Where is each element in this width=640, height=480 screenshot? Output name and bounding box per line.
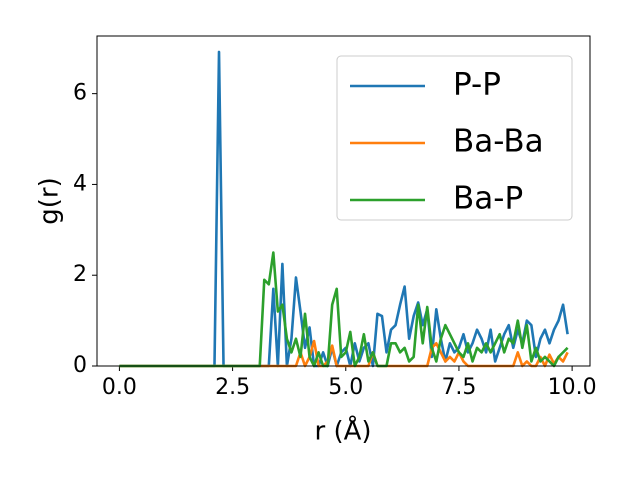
y-tick-label: 2 — [73, 262, 87, 287]
x-axis-label: r (Å) — [314, 415, 371, 447]
legend-label: P-P — [453, 67, 501, 103]
legend-box — [336, 55, 573, 221]
plot-frame — [96, 35, 591, 367]
y-tick-label: 6 — [73, 81, 87, 106]
x-tick-label: 0.0 — [102, 375, 137, 400]
x-tick-label: 5.0 — [328, 375, 363, 400]
x-tick-label: 10.0 — [548, 375, 597, 400]
legend-label: Ba-Ba — [453, 124, 544, 160]
x-tick-label: 2.5 — [215, 375, 250, 400]
y-tick-label: 4 — [73, 171, 87, 196]
x-tick-label: 7.5 — [441, 375, 476, 400]
legend-label: Ba-P — [453, 181, 523, 217]
y-tick-label: 0 — [73, 353, 87, 378]
y-axis-label: g(r) — [35, 177, 65, 224]
